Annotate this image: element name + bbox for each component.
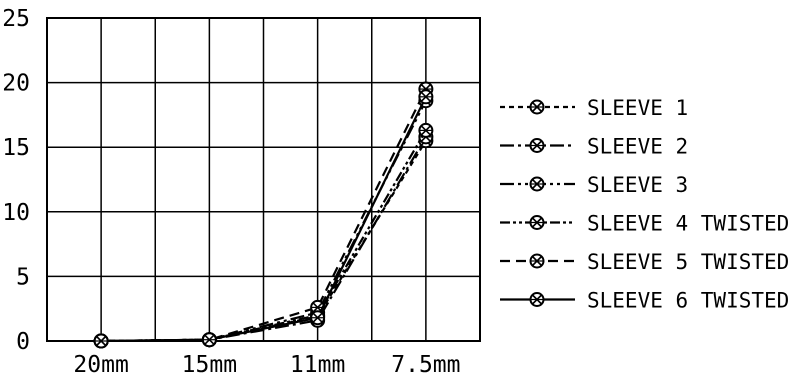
data-point bbox=[529, 99, 545, 115]
grid-lines bbox=[46, 17, 481, 342]
legend-label: SLEEVE 6 TWISTED bbox=[587, 289, 789, 313]
series-sleeve-6-twisted bbox=[93, 89, 434, 349]
y-tick-label: 20 bbox=[2, 71, 30, 97]
x-tick-label: 20mm bbox=[73, 352, 128, 378]
legend: SLEEVE 1 SLEEVE 2 SLEEVE 3 SLEEVE 4 TWISTED… bbox=[500, 96, 789, 313]
data-point bbox=[529, 253, 545, 269]
data-point bbox=[418, 89, 434, 105]
x-tick-label: 11mm bbox=[290, 352, 345, 378]
legend-item: SLEEVE 1 bbox=[500, 96, 688, 120]
x-tick-label: 15mm bbox=[182, 352, 237, 378]
series-line bbox=[101, 96, 427, 343]
legend-item: SLEEVE 2 bbox=[500, 135, 688, 159]
legend-item: SLEEVE 3 bbox=[500, 173, 688, 197]
data-point bbox=[529, 292, 545, 307]
data-point bbox=[418, 122, 434, 138]
legend-label: SLEEVE 2 bbox=[587, 135, 688, 159]
data-point bbox=[529, 138, 545, 153]
legend-item: SLEEVE 5 TWISTED bbox=[500, 250, 789, 274]
legend-item: SLEEVE 4 TWISTED bbox=[500, 212, 789, 236]
y-tick-label: 15 bbox=[2, 135, 30, 161]
data-point bbox=[529, 215, 545, 230]
data-point bbox=[201, 332, 217, 348]
legend-label: SLEEVE 3 bbox=[587, 173, 688, 197]
data-point bbox=[529, 176, 545, 192]
legend-label: SLEEVE 1 bbox=[587, 96, 688, 120]
legend-item: SLEEVE 6 TWISTED bbox=[500, 289, 789, 313]
y-tick-label: 25 bbox=[2, 6, 30, 32]
x-axis-tick-labels: 20mm 15mm 11mm 7.5mm bbox=[73, 352, 460, 378]
series-layer bbox=[93, 81, 434, 349]
data-point bbox=[310, 310, 326, 326]
y-tick-label: 10 bbox=[2, 200, 30, 226]
y-axis-tick-labels: 0 5 10 15 20 25 bbox=[2, 6, 30, 355]
y-tick-label: 0 bbox=[16, 329, 30, 355]
x-tick-label: 7.5mm bbox=[391, 352, 460, 378]
legend-label: SLEEVE 5 TWISTED bbox=[587, 250, 789, 274]
legend-label: SLEEVE 4 TWISTED bbox=[587, 212, 789, 236]
y-tick-label: 5 bbox=[16, 264, 30, 290]
data-point bbox=[93, 333, 109, 349]
